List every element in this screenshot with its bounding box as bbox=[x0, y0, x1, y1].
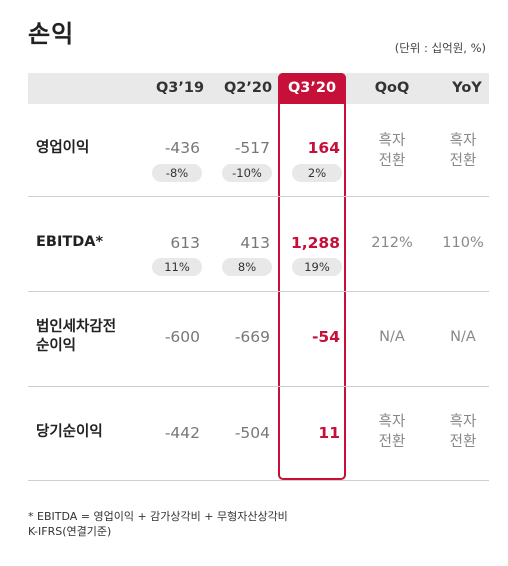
yoy-cell: 흑자 전환 bbox=[433, 412, 493, 452]
value-cell-highlight: 164 bbox=[307, 139, 340, 157]
yoy-line: 전환 bbox=[449, 153, 477, 169]
header-qoq: QoQ bbox=[374, 80, 410, 96]
row-label-line: 법인세차감전 bbox=[36, 319, 117, 335]
value-cell: 413 bbox=[240, 234, 270, 252]
qoq-cell: N/A bbox=[379, 329, 405, 345]
footnote-kifrs: K-IFRS(연결기준) bbox=[28, 525, 112, 538]
footnote-ebitda: * EBITDA = 영업이익 + 감가상각비 + 무형자산상각비 bbox=[28, 510, 288, 523]
yoy-line: 흑자 bbox=[449, 414, 477, 430]
row-label-operating-profit: 영업이익 bbox=[36, 140, 90, 156]
qoq-line: 전환 bbox=[378, 153, 406, 169]
margin-pill: 2% bbox=[292, 164, 342, 182]
value-cell: 613 bbox=[170, 234, 200, 252]
qoq-line: 흑자 bbox=[378, 414, 406, 430]
margin-pill: -8% bbox=[152, 164, 202, 182]
header-q3-20: Q3’20 bbox=[278, 73, 346, 104]
margin-pill: 11% bbox=[152, 258, 202, 276]
yoy-cell: N/A bbox=[450, 329, 476, 345]
row-divider bbox=[28, 480, 489, 481]
value-cell: -600 bbox=[164, 328, 200, 346]
value-cell: -442 bbox=[164, 424, 200, 442]
value-cell-highlight: 1,288 bbox=[290, 234, 340, 252]
value-cell-highlight: 11 bbox=[318, 424, 340, 442]
qoq-cell: 흑자 전환 bbox=[362, 412, 422, 452]
value-cell: -517 bbox=[234, 139, 270, 157]
header-q3-19: Q3’19 bbox=[155, 80, 205, 96]
value-cell: -669 bbox=[234, 328, 270, 346]
qoq-line: 흑자 bbox=[378, 133, 406, 149]
row-label-pretax-income: 법인세차감전 순이익 bbox=[36, 318, 116, 356]
margin-pill: 8% bbox=[222, 258, 272, 276]
row-divider bbox=[28, 386, 489, 387]
yoy-cell: 흑자 전환 bbox=[433, 131, 493, 171]
page-title: 손익 bbox=[28, 20, 75, 48]
row-label-ebitda: EBITDA* bbox=[36, 234, 104, 250]
row-label-line: 순이익 bbox=[36, 338, 77, 354]
qoq-line: 전환 bbox=[378, 434, 406, 450]
unit-note: (단위 : 십억원, %) bbox=[394, 41, 486, 55]
yoy-line: 흑자 bbox=[449, 133, 477, 149]
table-header bbox=[28, 73, 489, 104]
header-yoy: YoY bbox=[452, 80, 482, 96]
value-cell-highlight: -54 bbox=[311, 328, 340, 346]
header-q2-20: Q2’20 bbox=[223, 80, 273, 96]
yoy-cell: 110% bbox=[442, 235, 484, 251]
margin-pill: 19% bbox=[292, 258, 342, 276]
row-divider bbox=[28, 196, 489, 197]
value-cell: -504 bbox=[234, 424, 270, 442]
qoq-cell: 212% bbox=[371, 235, 413, 251]
qoq-cell: 흑자 전환 bbox=[362, 131, 422, 171]
highlight-column-frame bbox=[278, 73, 346, 480]
row-label-net-income: 당기순이익 bbox=[36, 424, 103, 440]
margin-pill: -10% bbox=[222, 164, 272, 182]
yoy-line: 전환 bbox=[449, 434, 477, 450]
value-cell: -436 bbox=[164, 139, 200, 157]
row-divider bbox=[28, 291, 489, 292]
